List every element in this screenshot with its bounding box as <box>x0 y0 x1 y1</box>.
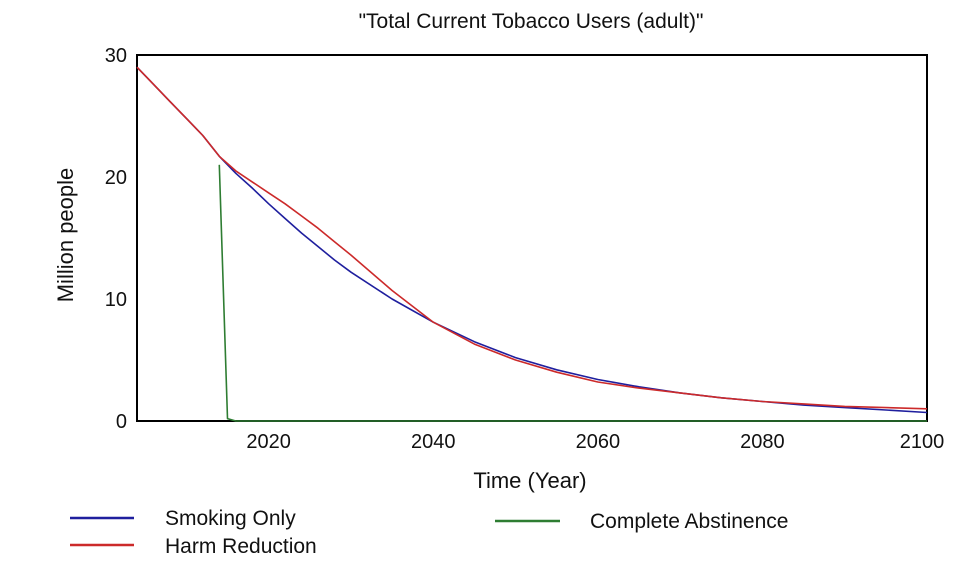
legend-label-smoking-only: Smoking Only <box>165 507 296 530</box>
x-axis-title: Time (Year) <box>473 468 586 493</box>
y-tick-label: 10 <box>105 289 127 311</box>
plot-area <box>136 54 928 422</box>
y-tick-label: 20 <box>105 167 127 189</box>
legend: Smoking Only Harm Reduction Complete Abs… <box>70 507 788 558</box>
series-line-complete-abstinence <box>218 164 927 422</box>
series-line-harm-reduction <box>136 66 928 410</box>
y-tick-label: 0 <box>116 411 127 433</box>
legend-label-harm-reduction: Harm Reduction <box>165 535 317 558</box>
x-axis-ticks: 2020 2040 2060 2080 2100 <box>246 431 944 453</box>
x-tick-label: 2080 <box>740 431 785 453</box>
series-lines <box>136 66 928 422</box>
y-axis-ticks: 0 10 20 30 <box>105 45 127 433</box>
y-tick-label: 30 <box>105 45 127 67</box>
x-tick-label: 2020 <box>246 431 291 453</box>
y-axis-title: Million people <box>53 168 78 303</box>
x-tick-label: 2100 <box>900 431 945 453</box>
x-tick-label: 2060 <box>576 431 621 453</box>
legend-label-complete-abstinence: Complete Abstinence <box>590 510 788 533</box>
chart-title: "Total Current Tobacco Users (adult)" <box>359 10 704 33</box>
x-tick-label: 2040 <box>411 431 456 453</box>
